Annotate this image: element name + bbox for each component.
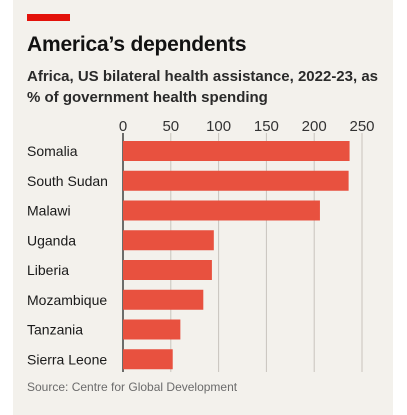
category-label: Uganda [27,232,76,248]
x-axis-ticks: 0 50 100 150 200 250 [119,118,375,135]
category-label: Liberia [27,262,69,278]
bars [123,141,350,370]
category-label: Sierra Leone [27,351,107,367]
category-label: Tanzania [27,322,83,338]
chart-title: America’s dependents [27,33,247,56]
bar-liberia [123,260,212,280]
bar-somalia [123,141,350,161]
category-label: Malawi [27,203,71,219]
x-tick-label: 50 [162,118,179,135]
category-label: Mozambique [27,292,107,308]
bar-sierra-leone [123,349,173,370]
accent-bar [27,14,70,21]
x-tick-label: 250 [349,118,374,135]
x-tick-label: 150 [254,118,279,135]
chart-subtitle: Africa, US bilateral health assistance, … [27,68,379,106]
category-label: South Sudan [27,173,108,189]
bar-malawi [123,200,320,221]
source-note: Source: Centre for Global Development [27,380,238,394]
x-tick-label: 100 [206,118,231,135]
bar-mozambique [123,289,204,310]
x-tick-label: 200 [302,118,327,135]
x-tick-label: 0 [119,118,127,135]
category-label: Somalia [27,143,78,159]
category-labels: Somalia South Sudan Malawi Uganda Liberia Moz… [27,143,108,367]
bar-tanzania [123,319,181,340]
bar-south-sudan [123,170,349,191]
bar-uganda [123,230,214,251]
